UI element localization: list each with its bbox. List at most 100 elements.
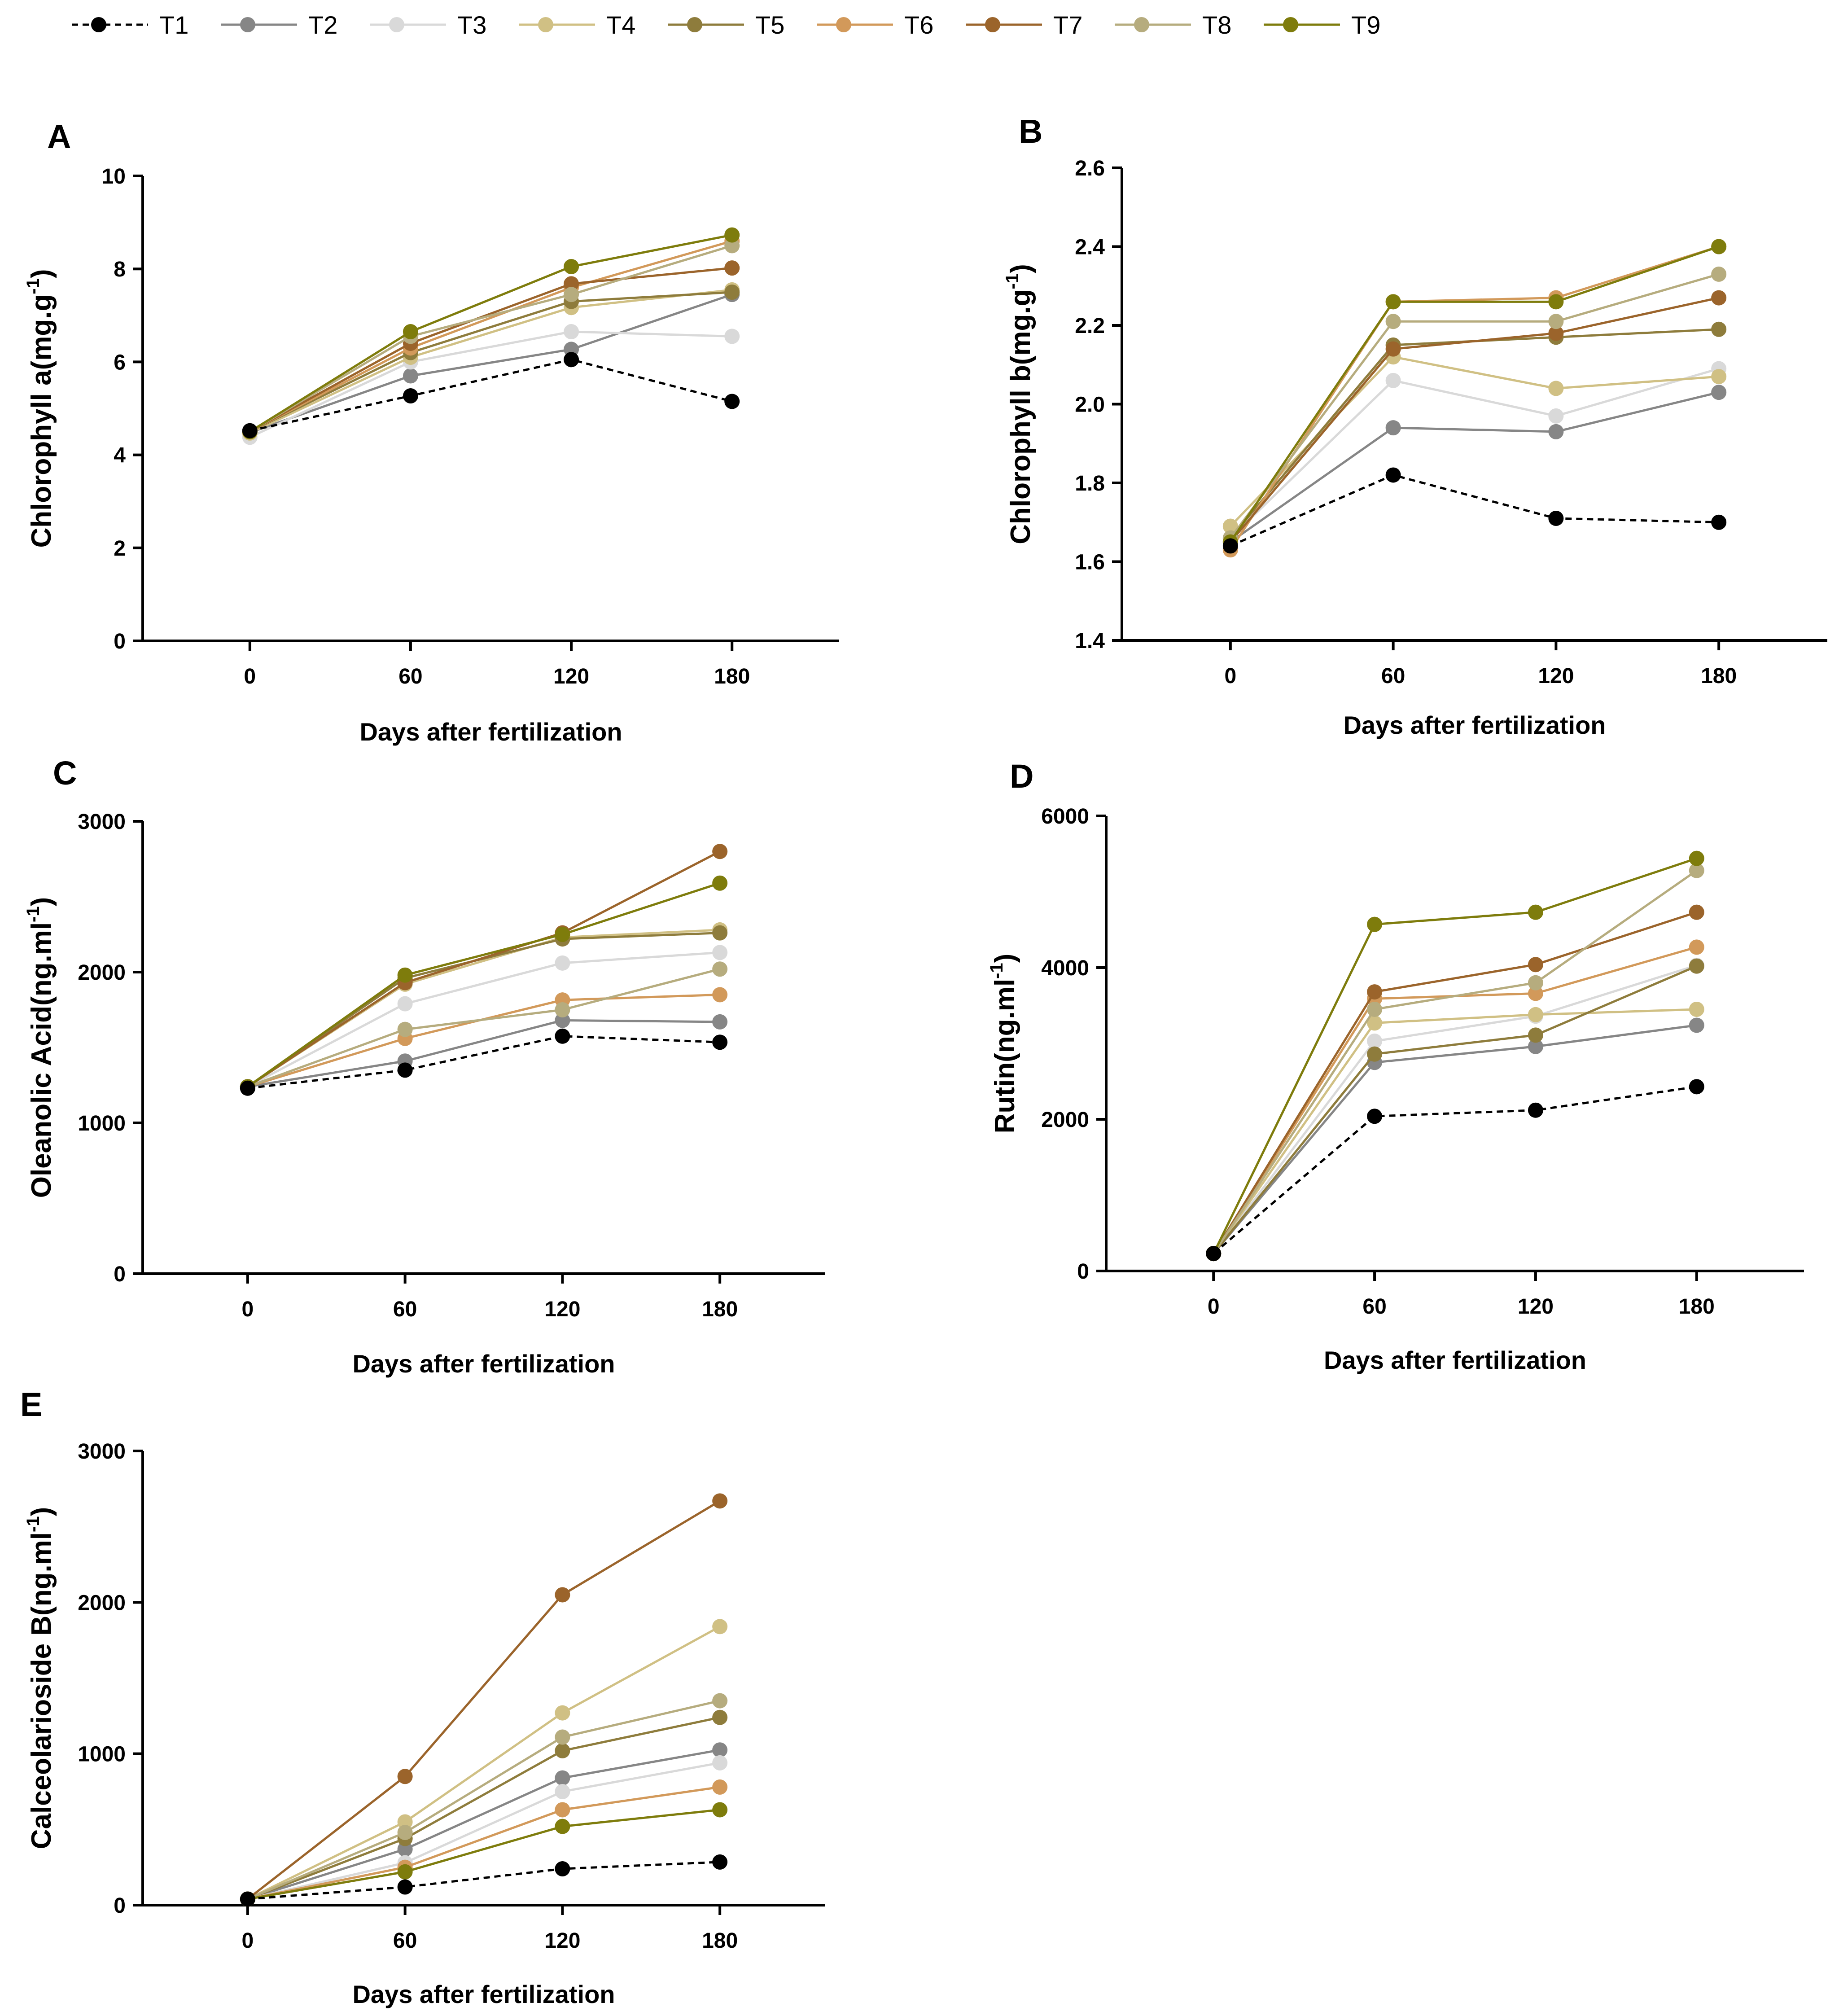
panel-letter: E xyxy=(20,1386,42,1423)
data-point xyxy=(397,1021,413,1037)
data-point xyxy=(555,1770,570,1786)
data-point xyxy=(1689,863,1704,878)
y-tick-label: 2.6 xyxy=(1075,157,1105,180)
x-tick-label: 180 xyxy=(702,1297,738,1321)
data-point xyxy=(397,1769,413,1784)
legend-item-t3: T3 xyxy=(370,11,486,39)
data-point xyxy=(712,1619,728,1635)
series-t9 xyxy=(1222,239,1727,550)
y-axis-title: Chlorophyll a(mg.g-1) xyxy=(23,269,57,548)
series-t5 xyxy=(1222,321,1727,546)
legend-label: T5 xyxy=(755,11,784,39)
data-point xyxy=(1367,1001,1383,1017)
series-t9 xyxy=(1206,850,1704,1262)
panel-letter: A xyxy=(47,118,71,155)
data-point xyxy=(712,1802,728,1818)
series-t7 xyxy=(242,260,740,439)
data-point xyxy=(724,329,740,344)
panel-c: C 0 1000 2000 3000 0 60 120 180 Days after fertil… xyxy=(23,754,825,1378)
series-t3 xyxy=(240,1755,728,1907)
data-point xyxy=(1222,518,1238,534)
series-line xyxy=(249,291,732,433)
series-t7 xyxy=(1222,290,1727,550)
x-tick-label: 120 xyxy=(1538,664,1574,688)
series-t5 xyxy=(240,925,728,1095)
series-t7 xyxy=(240,844,728,1095)
x-tick-label: 0 xyxy=(244,665,256,688)
series-line xyxy=(249,245,732,433)
series-t1 xyxy=(1206,1079,1704,1262)
legend-marker xyxy=(1134,17,1149,32)
series-line xyxy=(247,1500,721,1900)
series-t8 xyxy=(1222,266,1727,546)
x-tick-label: 60 xyxy=(1381,664,1405,688)
data-point xyxy=(564,324,579,340)
series-t3 xyxy=(1206,957,1704,1262)
data-point xyxy=(1385,373,1401,388)
data-point xyxy=(1548,381,1564,396)
data-point xyxy=(1711,385,1727,400)
data-point xyxy=(555,1705,570,1721)
panel-letter: C xyxy=(53,754,77,792)
y-axis-title-tail: ) xyxy=(1005,264,1036,273)
data-point xyxy=(1689,904,1704,920)
data-point xyxy=(242,423,258,438)
data-point xyxy=(397,1841,413,1857)
data-point xyxy=(555,1784,570,1799)
series-t1 xyxy=(240,1854,728,1907)
legend-marker xyxy=(985,17,1000,32)
panel-a: A 0 2 4 6 8 10 0 60 120 180 Days after fertilizatio… xyxy=(23,118,839,746)
y-tick-label: 3000 xyxy=(78,810,126,834)
data-point xyxy=(712,1709,728,1725)
series-line xyxy=(247,1626,721,1900)
data-point xyxy=(403,368,418,384)
y-tick-label: 0 xyxy=(114,630,126,653)
data-point xyxy=(712,1779,728,1795)
series-line xyxy=(1230,391,1719,543)
series-line xyxy=(247,1786,720,1900)
series-t6 xyxy=(1206,939,1704,1262)
series-line xyxy=(1213,1085,1697,1255)
series-t5 xyxy=(1206,958,1704,1262)
data-point xyxy=(1689,850,1704,866)
legend-marker xyxy=(538,17,553,32)
data-point xyxy=(1528,1007,1543,1022)
data-point xyxy=(712,844,728,859)
x-tick-label: 0 xyxy=(1208,1295,1220,1319)
data-point xyxy=(397,1864,413,1880)
data-point xyxy=(1385,314,1401,329)
y-axis-title-tail: ) xyxy=(26,269,57,278)
data-point xyxy=(564,287,579,302)
data-point xyxy=(1711,239,1727,254)
y-axis-title-sup: -1 xyxy=(23,1516,43,1532)
data-point xyxy=(712,1493,728,1509)
y-axis-title: Oleanolic Acid(ng.ml-1) xyxy=(23,897,57,1198)
series-line xyxy=(247,1700,720,1900)
data-point xyxy=(564,259,579,275)
y-axis-title: Calceolarioside B(ng.ml-1) xyxy=(23,1507,57,1849)
series-line xyxy=(250,358,732,432)
data-point xyxy=(724,227,740,243)
data-point xyxy=(1711,321,1727,337)
legend-label: T4 xyxy=(606,11,635,39)
data-point xyxy=(724,285,740,300)
data-point xyxy=(1548,408,1564,424)
series-line xyxy=(1213,964,1697,1254)
legend-item-t6: T6 xyxy=(817,11,933,39)
y-axis-title-sup: -1 xyxy=(987,963,1007,979)
y-tick-label: 1.6 xyxy=(1075,551,1105,574)
data-point xyxy=(712,987,728,1003)
data-point xyxy=(1222,538,1238,554)
data-point xyxy=(1689,939,1704,955)
data-point xyxy=(555,1729,570,1745)
data-point xyxy=(555,1861,570,1877)
data-point xyxy=(712,1854,728,1870)
series-line xyxy=(1230,473,1719,547)
y-axis-title-main: Calceolarioside B(ng.ml xyxy=(26,1532,57,1849)
x-axis-title: Days after fertilization xyxy=(1324,1346,1586,1374)
y-tick-label: 1000 xyxy=(78,1743,126,1766)
legend: T1 T2 T3 T4 T5 T6 T7 T8 T9 xyxy=(72,11,1380,39)
series-line xyxy=(247,1019,720,1088)
data-point xyxy=(1385,420,1401,436)
data-point xyxy=(1367,916,1383,932)
